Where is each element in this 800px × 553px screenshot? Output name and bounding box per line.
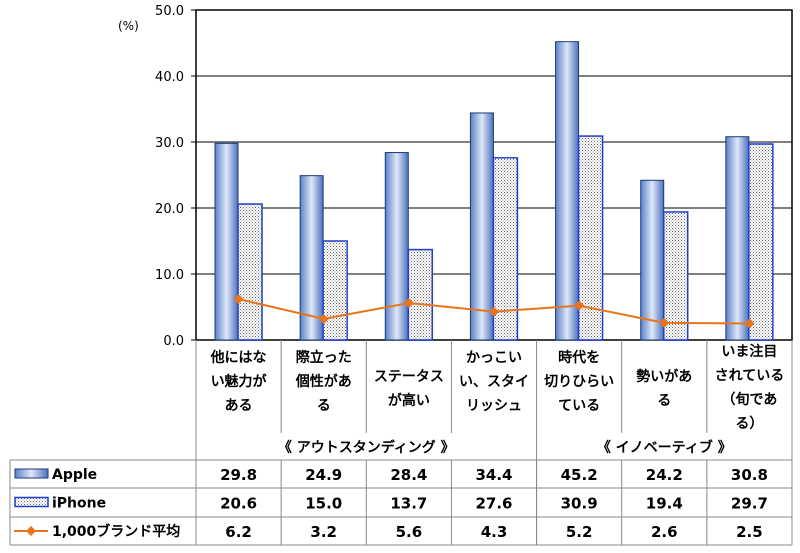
category-label: る） [735, 416, 763, 432]
category-label: されている [715, 368, 785, 384]
bar-apple [640, 179, 665, 341]
data-label: 45.2 [561, 466, 598, 484]
category-label: が高い [388, 392, 430, 409]
category-label: ステータス [374, 369, 444, 385]
data-label: 24.2 [646, 466, 683, 484]
category-label: （旬であ [721, 391, 777, 408]
data-label: 28.4 [390, 466, 427, 484]
data-label: 24.9 [305, 466, 342, 484]
bar-apple [214, 142, 239, 341]
category-label: 勢いがあ [636, 368, 692, 385]
marker-brand-average [489, 306, 499, 317]
y-tick-label: 50.0 [155, 4, 184, 19]
bar-apple [469, 112, 494, 341]
group-label: 《 イノベーティブ 》 [597, 439, 732, 456]
category-label: 他にはな [210, 349, 267, 366]
category-label: る [657, 393, 671, 409]
legend-marker-swatch [26, 526, 36, 536]
data-label: 20.6 [220, 495, 257, 513]
y-tick-label: 30.0 [155, 136, 184, 151]
data-label: 29.7 [731, 495, 768, 513]
category-label: ある [225, 398, 253, 414]
bar-iphone [322, 240, 348, 341]
data-label: 3.2 [310, 523, 337, 541]
category-label: る [317, 398, 331, 414]
category-label: 切りひらい [544, 374, 614, 390]
data-label: 5.6 [396, 523, 423, 541]
data-label: 2.6 [651, 523, 678, 541]
data-label: 34.4 [475, 466, 512, 484]
legend-apple-swatch [14, 468, 49, 479]
data-label: 5.2 [566, 523, 593, 541]
bar-apple [725, 136, 750, 341]
legend-label: Apple [52, 467, 97, 483]
category-label: かっこい [466, 350, 522, 366]
data-label: 29.8 [220, 466, 257, 484]
legend-label: iPhone [52, 496, 106, 512]
y-tick-label: 20.0 [155, 202, 184, 217]
unit-label: (%) [118, 19, 139, 33]
data-label: 27.6 [475, 495, 512, 513]
category-label: 際立った [296, 349, 352, 366]
marker-brand-average [233, 294, 244, 305]
category-label: 時代を [558, 349, 600, 366]
data-label: 19.4 [646, 495, 683, 513]
data-label: 30.9 [561, 495, 598, 513]
category-label: いま注目 [721, 343, 777, 360]
bar-iphone [748, 143, 774, 341]
data-label: 4.3 [481, 523, 508, 541]
category-label: い魅力が [211, 373, 268, 390]
marker-brand-average [318, 313, 329, 324]
bar-apple [555, 41, 580, 341]
marker-brand-average [574, 300, 585, 311]
y-tick-label: 40.0 [155, 70, 184, 85]
category-label: 個性があ [295, 373, 352, 390]
group-label: 《 アウトスタンディング 》 [278, 439, 455, 456]
marker-brand-average [659, 317, 670, 328]
data-label: 13.7 [390, 495, 427, 513]
y-tick-label: 0.0 [163, 334, 184, 349]
data-label: 6.2 [225, 523, 252, 541]
data-label: 15.0 [305, 495, 342, 513]
bar-apple [384, 152, 409, 341]
category-label: リッシュ [466, 398, 522, 414]
y-tick-label: 10.0 [155, 268, 184, 283]
data-label: 2.5 [736, 523, 763, 541]
bar-iphone [237, 203, 263, 341]
legend-label: 1,000ブランド平均 [52, 523, 180, 540]
data-label: 30.8 [731, 466, 768, 484]
bar-iphone [407, 248, 434, 341]
bar-iphone [662, 211, 689, 341]
category-label: ている [558, 398, 600, 414]
legend-iphone-swatch [14, 496, 49, 508]
category-label: い、スタイ [459, 374, 529, 390]
marker-brand-average [403, 298, 414, 309]
marker-brand-average [744, 318, 755, 329]
